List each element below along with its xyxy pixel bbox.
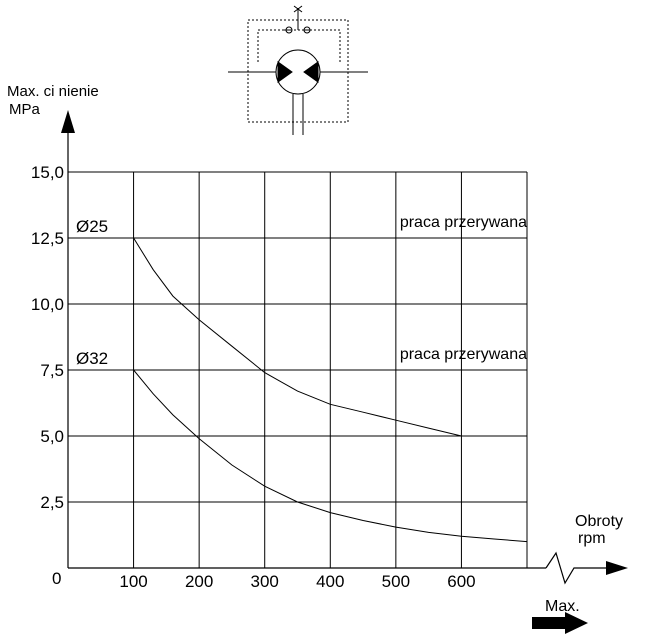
series-label-1: Ø32 [76,349,108,368]
x-axis-label-line2: rpm [578,530,606,547]
x-tick-label-4: 500 [382,572,410,591]
y-tick-label-4: 12,5 [31,229,64,248]
y-tick-label-1: 5,0 [40,427,64,446]
annotations: praca przerywana praca przerywana [166,214,527,371]
hydraulic-motor-symbol-icon [228,5,368,135]
x-tick-label-5: 600 [447,572,475,591]
series-labels: Ø25 Ø32 [76,217,108,368]
series-lines [68,237,528,543]
x-axis-label-line1: Obroty [575,513,623,530]
annotation-label-0: praca przerywana [400,214,527,231]
y-tick-labels: 2,5 5,0 7,5 10,0 12,5 15,0 [31,163,64,512]
x-axis-arrow-icon [606,561,628,575]
x-tick-label-1: 200 [185,572,213,591]
series-label-0: Ø25 [76,217,108,236]
y-axis-label-line1: Max. ci nienie [7,83,99,100]
series-line-1 [68,369,528,543]
annotation-label-1: praca przerywana [400,346,527,363]
x-tick-label-0: 100 [119,572,147,591]
y-tick-label-3: 10,0 [31,295,64,314]
y-tick-label-0: 2,5 [40,493,64,512]
origin-label: 0 [52,569,61,588]
x-tick-label-2: 300 [251,572,279,591]
axis-break-icon [545,551,610,585]
x-tick-labels: 100 200 300 400 500 600 [119,572,475,591]
max-arrow-icon [532,612,588,634]
x-axis [68,551,628,585]
y-axis-arrow-icon [61,110,75,133]
x-max-label: Max. [545,598,580,615]
y-axis [61,110,75,568]
series-line-0 [68,237,462,437]
y-axis-label-line2: MPa [9,101,41,118]
y-tick-label-5: 15,0 [31,163,64,182]
y-tick-label-2: 7,5 [40,361,64,380]
x-tick-label-3: 400 [316,572,344,591]
